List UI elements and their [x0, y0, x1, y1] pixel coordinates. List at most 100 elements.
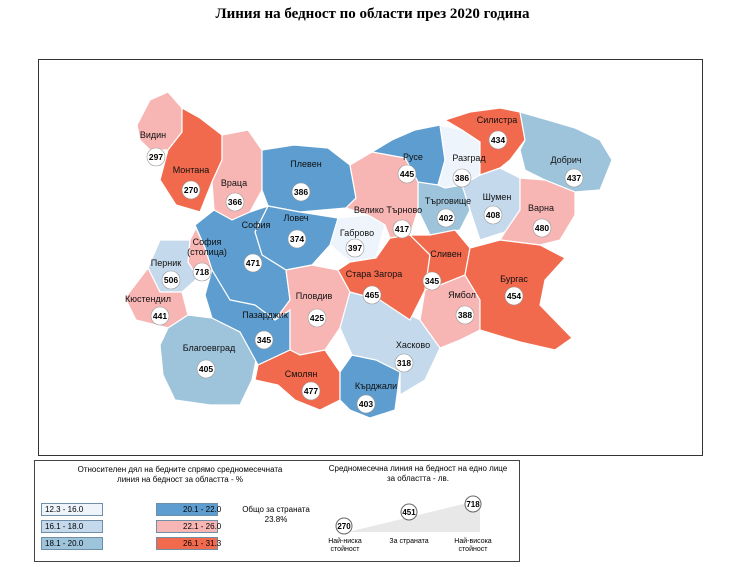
legend-label-5: 22.1 - 26.0	[183, 522, 222, 531]
value-gabrovo: 397	[348, 243, 362, 253]
scale-min-circle	[335, 517, 353, 535]
region-name-targovishte: Търговище	[425, 196, 471, 206]
region-name-varna: Варна	[528, 203, 554, 213]
value-shumen: 408	[486, 210, 500, 220]
region-dobrich	[519, 111, 613, 193]
region-name-plovdiv: Пловдив	[296, 291, 333, 301]
region-name-sofia: София	[242, 220, 271, 230]
total-value: 23.8%	[264, 515, 288, 524]
scale-mid-circle	[400, 503, 418, 521]
value-vtarnovo: 417	[395, 224, 409, 234]
scale-max-label: Най-висока стойност	[454, 538, 492, 553]
region-name-blagoevgrad: Благоевград	[183, 343, 236, 353]
region-name-burgas: Бургас	[500, 274, 528, 284]
region-name-smolyan: Смолян	[285, 369, 318, 379]
value-yambol: 388	[458, 310, 472, 320]
legend-label-1: 12.3 - 16.0	[45, 505, 84, 514]
value-smolyan: 477	[304, 386, 318, 396]
value-badge-sliven	[422, 271, 442, 291]
scale-min-label: Най-ниска стойност	[328, 538, 362, 553]
value-sliven: 345	[425, 276, 439, 286]
region-name-haskovo: Хасково	[396, 340, 430, 350]
value-plovdiv: 425	[310, 313, 324, 323]
value-badge-shumen	[483, 205, 503, 225]
value-badge-targovishte	[436, 208, 456, 228]
value-montana: 270	[184, 185, 198, 195]
scale-mid-label: За страната	[389, 538, 429, 545]
scale-title: Средномесечна линия на бедност на едно л…	[328, 464, 508, 483]
value-badge-vidin	[146, 147, 166, 167]
legend-label-6: 26.1 - 31.3	[183, 539, 222, 548]
value-badge-burgas	[504, 286, 524, 306]
legend-swatch-4	[156, 503, 218, 516]
value-badge-pazardzhik	[254, 330, 274, 350]
scale-max-value: 718	[466, 500, 480, 509]
region-name-dobrich: Добрич	[550, 155, 581, 165]
value-targovishte: 402	[439, 213, 453, 223]
legend-swatch-5	[156, 520, 218, 533]
value-kyustendil: 441	[153, 311, 167, 321]
value-dobrich: 437	[567, 173, 581, 183]
value-badge-blagoevgrad	[196, 359, 216, 379]
value-badge-plovdiv	[307, 308, 327, 328]
legend-swatch-2	[41, 520, 103, 533]
region-name-pazardzhik: Пазарджик	[242, 310, 288, 320]
region-silistra	[443, 107, 526, 176]
region-name-lovech: Ловеч	[284, 213, 309, 223]
value-haskovo: 318	[397, 358, 411, 368]
scale-legend: Средномесечна линия на бедност на едно л…	[320, 460, 520, 562]
value-badge-montana	[181, 180, 201, 200]
value-badge-silistra	[488, 130, 508, 150]
region-name-vtarnovo: Велико Търново	[354, 205, 422, 215]
value-badge-gabrovo	[345, 238, 365, 258]
value-kardzhali: 403	[359, 399, 373, 409]
value-badge-vtarnovo	[392, 219, 412, 239]
value-pazardzhik: 345	[257, 335, 271, 345]
region-pleven	[261, 144, 357, 213]
value-badge-smolyan	[301, 381, 321, 401]
region-name-yambol: Ямбол	[448, 290, 476, 300]
legend-box: Относителен дял на бедните спрямо средно…	[34, 460, 520, 562]
value-badge-ruse	[397, 164, 417, 184]
map-frame	[38, 59, 703, 456]
scale-mid-value: 451	[402, 508, 416, 517]
value-vidin: 297	[149, 152, 163, 162]
region-blagoevgrad	[159, 314, 259, 406]
total-label: Общо за страната	[242, 505, 310, 514]
value-badge-sofia	[243, 253, 263, 273]
region-name-sofia-city: София (столица)	[187, 237, 227, 257]
value-vratsa: 366	[228, 197, 242, 207]
legend-label-3: 18.1 - 20.0	[45, 539, 84, 548]
value-pernik: 506	[164, 275, 178, 285]
value-badge-pleven	[291, 182, 311, 202]
region-name-pernik: Перник	[151, 258, 181, 268]
value-badge-haskovo	[394, 353, 414, 373]
value-badge-pernik	[161, 270, 181, 290]
map-title: Линия на бедност по области през 2020 го…	[215, 6, 530, 22]
value-stara-zagora: 465	[365, 290, 379, 300]
value-lovech: 374	[290, 234, 304, 244]
region-name-vratsa: Враца	[221, 178, 247, 188]
value-badge-kyustendil	[150, 306, 170, 326]
region-name-kardzhali: Кърджали	[355, 381, 397, 391]
legend-title: Относителен дял на бедните спрямо средно…	[77, 465, 283, 484]
value-badge-vratsa	[225, 192, 245, 212]
scale-max-circle	[464, 495, 482, 513]
legend-label-2: 16.1 - 18.0	[45, 522, 84, 531]
value-badge-stara-zagora	[362, 285, 382, 305]
value-silistra: 434	[491, 135, 505, 145]
legend-swatch-3	[41, 537, 103, 550]
region-name-montana: Монтана	[173, 165, 210, 175]
region-name-vidin: Видин	[140, 130, 166, 140]
legend-swatch-1	[41, 503, 103, 516]
region-name-ruse: Русе	[403, 152, 423, 162]
region-name-silistra: Силистра	[477, 115, 517, 125]
value-badge-razgrad	[452, 168, 472, 188]
region-name-gabrovo: Габрово	[340, 228, 374, 238]
value-razgrad: 386	[455, 173, 469, 183]
value-badge-sofia-city	[192, 262, 212, 282]
value-sofia: 471	[246, 258, 260, 268]
legend-swatch-6	[156, 537, 218, 550]
region-name-kyustendil: Кюстендил	[125, 294, 171, 304]
